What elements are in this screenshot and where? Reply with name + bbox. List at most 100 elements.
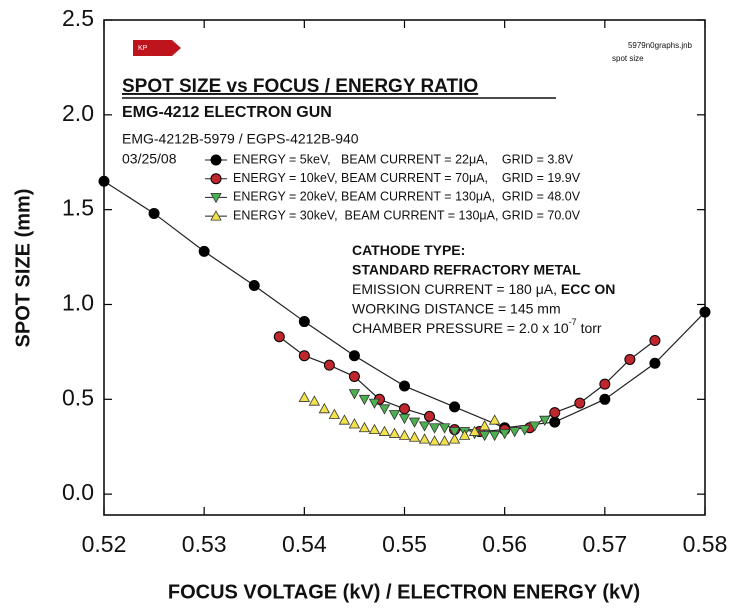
y-tick-label: 1.5 <box>62 195 94 221</box>
marker <box>358 394 371 406</box>
annotation-part: EMISSION CURRENT = 180 μA, <box>352 281 561 297</box>
marker <box>649 357 661 369</box>
annotation: WORKING DISTANCE = 145 mm <box>352 300 561 316</box>
file-note: 5979n0graphs.jnb <box>628 41 693 50</box>
marker <box>323 359 335 371</box>
marker <box>378 404 391 415</box>
marker <box>549 416 561 428</box>
file-note: spot size <box>612 54 644 63</box>
marker <box>418 421 431 432</box>
marker <box>448 433 461 444</box>
annotation: CHAMBER PRESSURE = 2.0 x 10-7 torr <box>352 317 602 335</box>
marker <box>478 430 491 442</box>
chart-subtitle: EMG-4212 ELECTRON GUN <box>122 104 332 121</box>
marker <box>398 429 411 440</box>
marker <box>498 429 511 440</box>
marker <box>318 402 331 414</box>
marker <box>549 407 561 419</box>
marker <box>519 425 531 436</box>
marker <box>348 371 360 383</box>
annotation-part: STANDARD REFRACTORY METAL <box>352 261 581 277</box>
marker <box>599 393 611 405</box>
legend-marker <box>210 210 222 221</box>
marker <box>248 280 260 292</box>
annotation-part: CHAMBER PRESSURE = 2.0 x 10 <box>352 320 569 336</box>
marker <box>298 391 311 402</box>
marker <box>478 420 491 431</box>
annotation: CATHODE TYPE: <box>352 242 465 258</box>
marker <box>328 408 341 419</box>
marker <box>388 410 401 421</box>
x-axis-label: FOCUS VOLTAGE (kV) / ELECTRON ENERGY (kV… <box>168 581 640 603</box>
x-tick-label: 0.55 <box>382 531 427 557</box>
marker <box>574 397 586 409</box>
marker <box>308 395 321 406</box>
chart-title: SPOT SIZE vs FOCUS / ENERGY RATIO <box>122 76 478 97</box>
marker <box>699 306 711 318</box>
legend-label: ENERGY = 10keV, BEAM CURRENT = 70μA, GRI… <box>233 171 581 185</box>
marker <box>378 425 391 436</box>
marker <box>399 403 410 415</box>
marker <box>348 418 361 429</box>
marker <box>408 431 421 442</box>
marker <box>539 415 551 426</box>
legend-label: ENERGY = 20keV, BEAM CURRENT = 130μA, GR… <box>233 190 581 204</box>
marker <box>428 423 441 434</box>
marker <box>624 353 636 365</box>
legend-label: ENERGY = 30keV, BEAM CURRENT = 130μA, GR… <box>233 208 581 222</box>
model: EMG-4212B-5979 / EGPS-4212B-940 <box>122 131 359 147</box>
marker <box>388 427 401 438</box>
annotation-part: ECC ON <box>561 281 615 297</box>
x-tick-label: 0.58 <box>683 531 728 557</box>
x-tick-label: 0.56 <box>482 531 527 557</box>
date: 03/25/08 <box>122 151 177 167</box>
logo-flag <box>133 40 181 56</box>
y-tick-label: 2.5 <box>62 5 94 31</box>
logo-text: KP <box>138 45 148 52</box>
marker <box>448 427 461 438</box>
x-tick-label: 0.52 <box>82 531 127 557</box>
marker <box>298 350 310 362</box>
marker <box>488 430 501 442</box>
y-tick-label: 0.0 <box>62 479 94 505</box>
marker <box>398 413 411 425</box>
marker <box>438 435 451 446</box>
marker <box>529 421 541 432</box>
marker <box>449 401 461 413</box>
marker <box>599 378 611 390</box>
annotation-part: CATHODE TYPE: <box>352 242 465 258</box>
marker <box>468 425 481 436</box>
marker <box>338 414 351 425</box>
marker <box>488 414 501 425</box>
annotation: STANDARD REFRACTORY METAL <box>352 261 581 277</box>
marker <box>368 398 381 409</box>
marker <box>458 429 471 440</box>
marker <box>148 207 160 219</box>
marker <box>438 423 451 434</box>
marker <box>98 175 110 187</box>
marker <box>298 316 310 328</box>
marker <box>424 410 436 422</box>
y-tick-label: 2.0 <box>62 100 94 126</box>
marker <box>418 433 431 444</box>
legend-marker <box>210 192 222 204</box>
legend-marker <box>210 154 222 166</box>
y-axis-label: SPOT SIZE (mm) <box>12 189 34 348</box>
x-tick-label: 0.53 <box>182 531 227 557</box>
marker <box>408 417 421 428</box>
marker <box>428 435 441 446</box>
y-tick-label: 0.5 <box>62 384 94 410</box>
marker <box>273 331 285 343</box>
legend-label: ENERGY = 5keV, BEAM CURRENT = 22μA, GRID… <box>233 152 574 166</box>
annotation-part: -7 <box>569 317 577 327</box>
marker <box>649 335 661 347</box>
x-tick-label: 0.54 <box>282 531 327 557</box>
x-tick-label: 0.57 <box>582 531 627 557</box>
annotation-part: torr <box>577 320 602 336</box>
annotation-part: WORKING DISTANCE = 145 mm <box>352 300 561 316</box>
marker <box>509 427 521 438</box>
y-tick-label: 1.0 <box>62 290 94 316</box>
legend-marker <box>210 173 222 185</box>
